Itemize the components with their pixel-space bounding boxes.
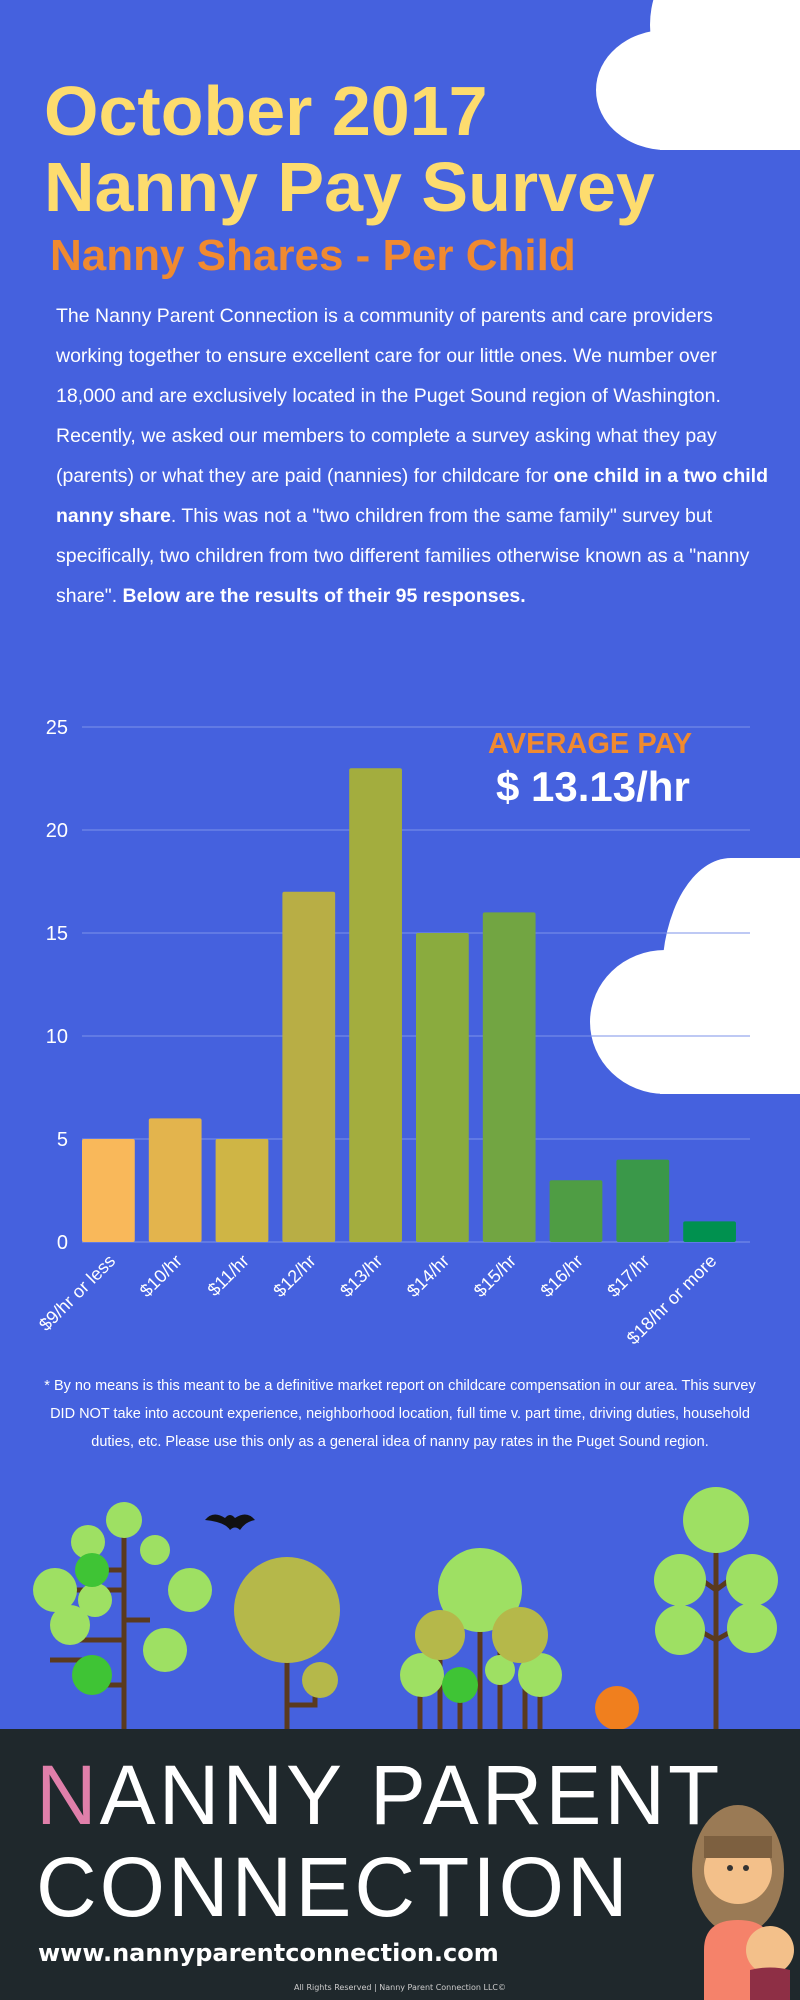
- bar: [148, 1118, 202, 1242]
- website-link[interactable]: www.nannyparentconnection.com: [38, 1939, 499, 1967]
- x-tick-label: $10/hr: [136, 1251, 186, 1301]
- cloud-top: [660, 80, 800, 150]
- bat-icon: [205, 1514, 255, 1530]
- intro-text: The Nanny Parent Connection is a communi…: [56, 296, 768, 616]
- footer: NANNY PARENT CONNECTION www.nannyparentc…: [0, 1729, 800, 2000]
- x-tick-label: $9/hr or less: [35, 1251, 119, 1335]
- bar: [482, 912, 536, 1242]
- brand-rest: ANNY PARENT: [99, 1748, 723, 1842]
- average-pay-label: AVERAGE PAY: [488, 728, 693, 760]
- bar: [349, 768, 402, 1242]
- intro-p1: The Nanny Parent Connection is a communi…: [56, 305, 721, 407]
- subtitle: Nanny Shares - Per Child: [50, 231, 576, 280]
- x-tick-label: $13/hr: [336, 1251, 386, 1301]
- intro-bold: one child in a two child nanny share: [56, 465, 769, 527]
- disclaimer: * By no means is this meant to be a defi…: [44, 1378, 756, 1450]
- x-tick-label: $16/hr: [537, 1251, 587, 1301]
- y-tick-label: 15: [46, 923, 68, 945]
- bar: [616, 1159, 670, 1242]
- bar-chart: 0 5 10 15 20 25 $9/hr or less $10/hr $11/hr $12/h…: [35, 717, 750, 1348]
- x-tick-label: $11/hr: [204, 1251, 253, 1300]
- brand-line-2: CONNECTION: [36, 1840, 631, 1934]
- bar: [549, 1180, 603, 1242]
- intro-p2-cont: . This was not a "two children from the …: [56, 505, 750, 607]
- copyright: All Rights Reserved | Nanny Parent Conne…: [293, 1983, 507, 1992]
- bar: [82, 1139, 135, 1242]
- title-line-1: October 2017: [44, 72, 488, 150]
- y-tick-label: 5: [57, 1129, 68, 1151]
- pumpkin-icon: [595, 1686, 639, 1730]
- y-tick-label: 0: [57, 1232, 68, 1254]
- trees-illustration: [33, 1487, 778, 1730]
- bar: [683, 1221, 736, 1242]
- intro-results: Below are the results of their 95 respon…: [122, 585, 526, 607]
- bar: [215, 1139, 269, 1242]
- y-tick-label: 10: [46, 1026, 68, 1048]
- title-line-2: Nanny Pay Survey: [44, 148, 655, 226]
- x-tick-label: $14/hr: [403, 1251, 453, 1301]
- x-tick-label: $15/hr: [470, 1251, 520, 1301]
- brand-n: N: [36, 1748, 100, 1842]
- average-pay-value: $ 13.13/hr: [496, 763, 690, 810]
- bar: [416, 933, 469, 1242]
- x-tick-label: $17/hr: [603, 1251, 653, 1301]
- brand-line-1: NANNY PARENT: [36, 1753, 722, 1837]
- y-tick-label: 25: [46, 717, 68, 739]
- y-tick-label: 20: [46, 820, 68, 842]
- cloud-right: [660, 1020, 800, 1094]
- nanny-avatar-icon: [692, 1805, 794, 2000]
- bar: [282, 891, 336, 1242]
- intro-p2: Recently, we asked our members to comple…: [56, 425, 717, 487]
- x-tick-label: $12/hr: [269, 1251, 319, 1301]
